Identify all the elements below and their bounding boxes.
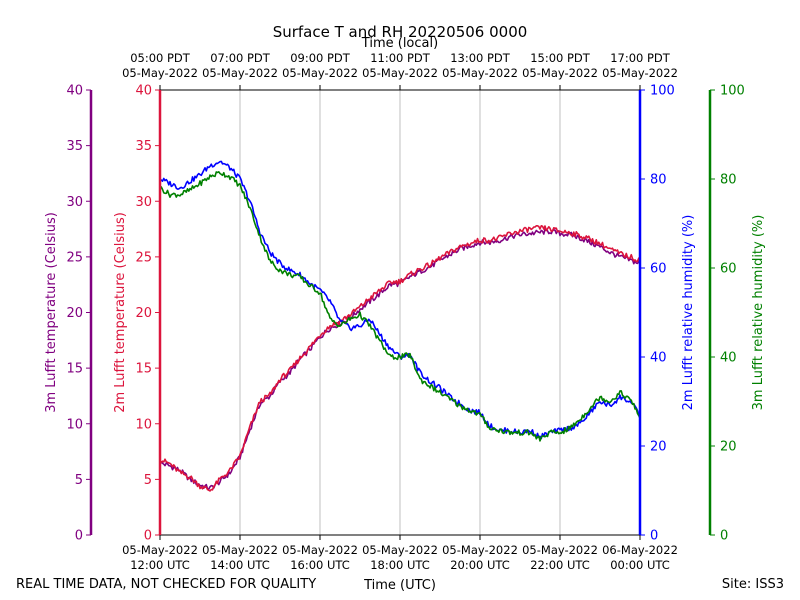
top-tick-date: 05-May-2022	[442, 66, 518, 80]
tick-label-rh2m: 100	[650, 84, 675, 99]
top-tick-date: 05-May-2022	[122, 66, 198, 80]
tick-label-rh3m: 80	[720, 173, 737, 188]
tick-label-rh2m: 0	[650, 529, 658, 544]
top-tick-time: 15:00 PDT	[530, 51, 591, 65]
tick-label-t2m: 15	[135, 362, 152, 377]
tick-label-t2m: 10	[135, 417, 152, 432]
tick-label-t2m: 25	[135, 250, 152, 265]
x-tick-date: 05-May-2022	[362, 543, 438, 557]
tick-label-t3m: 35	[66, 139, 83, 154]
axis-label-rh3m: 3m Lufft relative humidity (%)	[751, 215, 766, 411]
tick-label-t3m: 40	[66, 84, 83, 99]
x-tick-time: 16:00 UTC	[290, 558, 350, 572]
tick-label-t3m: 0	[75, 529, 83, 544]
quality-notice: REAL TIME DATA, NOT CHECKED FOR QUALITY	[16, 577, 316, 592]
tick-label-rh2m: 80	[650, 173, 667, 188]
top-tick-time: 05:00 PDT	[130, 51, 191, 65]
x-tick-date: 05-May-2022	[282, 543, 358, 557]
axis-label-rh2m: 2m Lufft relative humidity (%)	[681, 215, 696, 411]
x-tick-time: 20:00 UTC	[450, 558, 510, 572]
top-tick-date: 05-May-2022	[362, 66, 438, 80]
tick-label-rh3m: 40	[720, 351, 737, 366]
x-tick-date: 05-May-2022	[122, 543, 198, 557]
tick-label-t2m: 20	[135, 306, 152, 321]
top-tick-time: 13:00 PDT	[450, 51, 511, 65]
x-tick-date: 05-May-2022	[522, 543, 598, 557]
tick-label-t2m: 30	[135, 195, 152, 210]
x-tick-time: 12:00 UTC	[130, 558, 190, 572]
tick-label-rh2m: 20	[650, 440, 667, 455]
tick-label-t3m: 20	[66, 306, 83, 321]
top-tick-date: 05-May-2022	[282, 66, 358, 80]
top-tick-time: 17:00 PDT	[610, 51, 671, 65]
top-tick-time: 07:00 PDT	[210, 51, 271, 65]
series-line-rh3m	[159, 171, 641, 442]
x-tick-time: 14:00 UTC	[210, 558, 270, 572]
tick-label-t3m: 30	[66, 195, 83, 210]
top-axis-label: Time (local)	[361, 36, 438, 51]
tick-label-rh3m: 60	[720, 262, 737, 277]
x-tick-date: 05-May-2022	[202, 543, 278, 557]
tick-label-t2m: 35	[135, 139, 152, 154]
x-tick-date: 05-May-2022	[442, 543, 518, 557]
top-tick-date: 05-May-2022	[202, 66, 278, 80]
tick-label-rh3m: 20	[720, 440, 737, 455]
tick-label-t2m: 0	[144, 529, 152, 544]
series-line-t2m	[159, 225, 641, 492]
top-tick-date: 05-May-2022	[602, 66, 678, 80]
top-tick-date: 05-May-2022	[522, 66, 598, 80]
labels: 0 5 10 15 20 25 30 35 40 3m Lufft temperature (Ce…	[16, 23, 784, 593]
x-tick-date: 06-May-2022	[602, 543, 678, 557]
tick-label-t3m: 25	[66, 250, 83, 265]
tick-label-t3m: 15	[66, 362, 83, 377]
x-axis-label: Time (UTC)	[363, 578, 436, 593]
axis-label-t2m: 2m Lufft temperature (Celsius)	[113, 212, 128, 413]
axes	[86, 85, 715, 540]
x-tick-time: 00:00 UTC	[610, 558, 670, 572]
tick-label-rh3m: 100	[720, 84, 745, 99]
series-lines	[159, 160, 641, 492]
tick-label-t2m: 5	[144, 473, 152, 488]
tick-label-t2m: 40	[135, 84, 152, 99]
top-tick-time: 11:00 PDT	[370, 51, 431, 65]
tick-label-t3m: 5	[75, 473, 83, 488]
gridlines	[239, 90, 561, 535]
top-tick-time: 09:00 PDT	[290, 51, 351, 65]
x-tick-time: 18:00 UTC	[370, 558, 430, 572]
tick-label-t3m: 10	[66, 417, 83, 432]
site-label: Site: ISS3	[722, 577, 784, 592]
tick-label-rh3m: 0	[720, 529, 728, 544]
chart-title: Surface T and RH 20220506 0000	[273, 23, 528, 41]
tick-label-rh2m: 40	[650, 351, 667, 366]
tick-label-rh2m: 60	[650, 262, 667, 277]
axis-label-t3m: 3m Lufft temperature (Celsius)	[44, 212, 59, 413]
x-tick-time: 22:00 UTC	[530, 558, 590, 572]
